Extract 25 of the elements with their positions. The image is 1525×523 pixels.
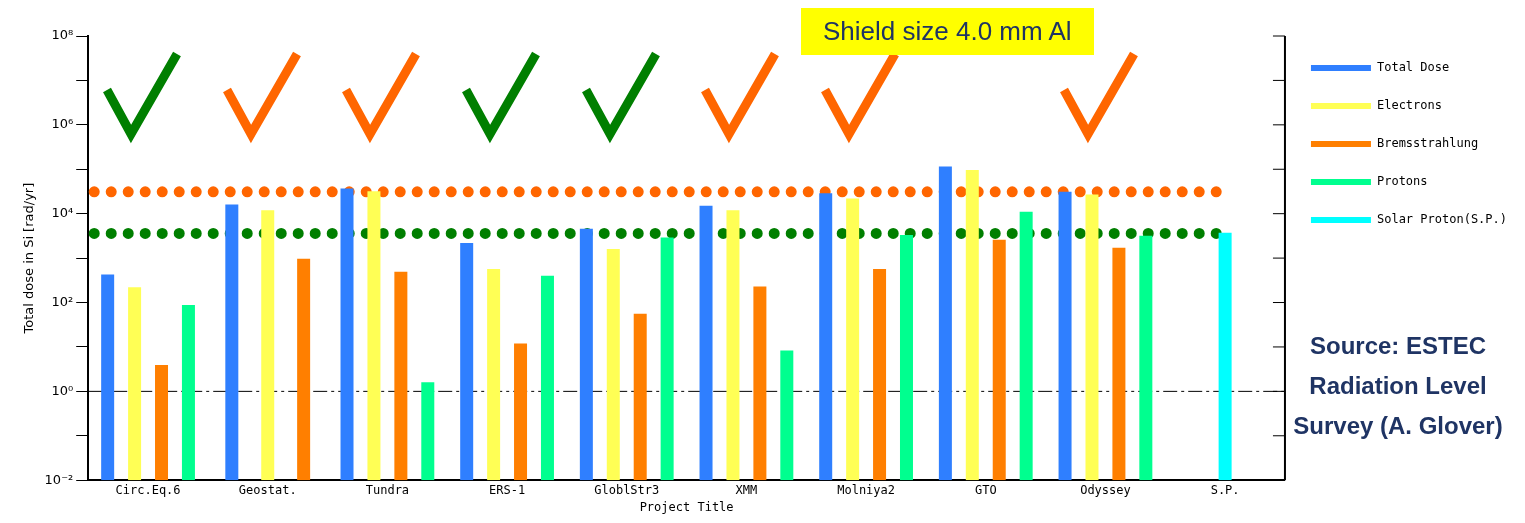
x-tick-label: ERS-1 [489,482,526,497]
source-note: Source: ESTEC Radiation Level Survey (A. Glover) [1292,331,1504,441]
legend-label: Total Dose [1376,60,1450,75]
x-tick-label: Molniya2 [837,482,895,497]
legend-label: Protons [1376,174,1428,189]
x-tick-label: Circ.Eq.6 [115,482,181,497]
y-tick-label: 10⁴ [51,205,74,221]
x-tick-label: S.P. [1210,482,1240,497]
x-tick-label: Odyssey [1080,482,1131,497]
legend-label: Electrons [1376,98,1442,113]
y-tick-label: 10⁰ [51,382,74,398]
x-tick-label: Geostat. [238,482,297,497]
y-tick-label: 10⁶ [51,116,74,132]
y-tick-label: 10⁻² [44,471,74,487]
legend-label: Solar Proton(S.P.) [1376,212,1507,227]
y-axis-title: Total dose in Si [rad/yr] [21,182,37,335]
x-tick-label: Tundra [365,482,410,497]
legend-label: Bremsstrahlung [1376,136,1479,151]
y-tick-label: 10⁸ [51,27,74,43]
x-tick-label: GTO [974,482,997,497]
x-axis-title: Project Title [639,499,734,514]
x-tick-label: GloblStr3 [594,482,660,497]
x-tick-label: XMM [735,482,758,497]
y-tick-label: 10² [51,293,74,309]
annotation: Shield size 4.0 mm Al [801,8,1094,55]
